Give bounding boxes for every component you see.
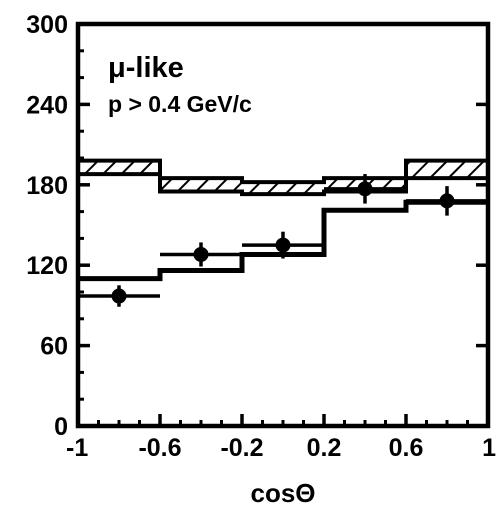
axes-box — [78, 24, 488, 426]
band-bin-0 — [78, 161, 160, 174]
x-tick-label: -1 — [66, 434, 88, 462]
y-tick-label: 120 — [26, 252, 68, 280]
data-point-4 — [406, 186, 488, 215]
y-tick-label: 240 — [26, 91, 68, 119]
x-axis-title: cosΘ — [250, 478, 315, 508]
x-tick-label: -0.6 — [138, 434, 181, 462]
x-tick-label: 0.2 — [307, 434, 342, 462]
data-point-0 — [78, 285, 160, 306]
y-tick-label: 60 — [40, 333, 68, 361]
point-marker — [440, 193, 455, 208]
annotation-particle: μ-like — [108, 52, 184, 84]
x-tick-label: 0.6 — [389, 434, 424, 462]
axis-ticks — [78, 24, 488, 426]
y-tick-label: 300 — [26, 11, 68, 39]
band-bin-4 — [406, 161, 488, 178]
plot-frame — [78, 24, 488, 426]
point-marker — [112, 289, 127, 304]
point-marker — [358, 181, 373, 196]
band-bin-1 — [160, 178, 242, 191]
y-tick-label: 180 — [26, 172, 68, 200]
point-marker — [194, 247, 209, 262]
annotation-momentum-cut: p > 0.4 GeV/c — [108, 91, 252, 117]
plot-area — [78, 161, 488, 307]
x-tick-label: 1 — [482, 434, 496, 462]
data-point-1 — [160, 242, 242, 266]
x-tick-label: -0.2 — [220, 434, 263, 462]
point-marker — [276, 238, 291, 253]
